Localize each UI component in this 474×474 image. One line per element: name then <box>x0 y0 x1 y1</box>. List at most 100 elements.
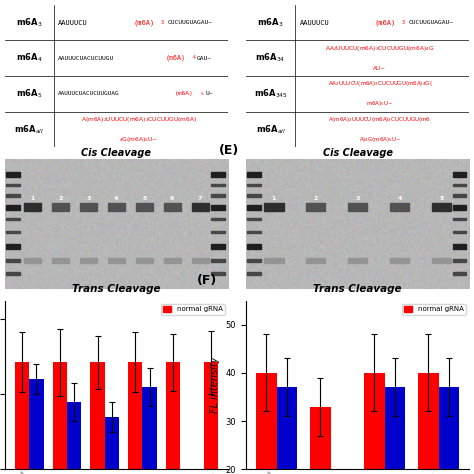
Text: (m6A)$_{345}$: (m6A)$_{345}$ <box>346 309 369 330</box>
Bar <box>6 205 20 210</box>
Text: 2: 2 <box>313 196 318 201</box>
Bar <box>6 259 20 262</box>
Bar <box>192 258 209 263</box>
Text: (m6A)$_4$: (m6A)$_4$ <box>106 309 127 328</box>
Bar <box>164 203 181 211</box>
Bar <box>348 258 367 263</box>
Text: (m6A)$_2$: (m6A)$_2$ <box>50 309 71 328</box>
Text: (m6A): (m6A) <box>133 19 155 26</box>
Text: 3: 3 <box>356 196 360 201</box>
Bar <box>164 258 181 263</box>
Text: Normal
gRNA: Normal gRNA <box>22 309 43 328</box>
Bar <box>247 230 261 233</box>
Bar <box>306 258 326 263</box>
Bar <box>211 173 225 177</box>
Bar <box>136 258 153 263</box>
Text: AAUUUCU: AAUUUCU <box>300 19 329 26</box>
Title: Cis Cleavage: Cis Cleavage <box>323 148 392 158</box>
Bar <box>264 258 283 263</box>
Bar <box>6 218 20 220</box>
Bar <box>24 203 41 211</box>
Bar <box>91 363 105 474</box>
Text: 5: 5 <box>439 196 444 201</box>
Text: (m6A)$_{all}$: (m6A)$_{all}$ <box>389 309 410 329</box>
Bar <box>247 259 261 262</box>
Text: A)$_4$G(m6A)$_5$U~: A)$_4$G(m6A)$_5$U~ <box>359 135 401 144</box>
Bar <box>24 258 41 263</box>
Bar <box>105 417 119 474</box>
Bar <box>247 194 261 197</box>
Bar <box>6 194 20 197</box>
Bar <box>453 194 466 197</box>
Text: $_4$: $_4$ <box>192 54 197 63</box>
Title: Trans Cleavage: Trans Cleavage <box>72 284 161 294</box>
Bar <box>211 230 225 233</box>
Bar <box>128 363 143 474</box>
Bar <box>247 218 261 220</box>
Title: Cis Cleavage: Cis Cleavage <box>82 148 151 158</box>
Text: (m6A): (m6A) <box>174 91 193 96</box>
Text: AAUUUCU: AAUUUCU <box>58 19 88 26</box>
Bar <box>192 203 209 211</box>
Text: m6A$_3$: m6A$_3$ <box>257 16 284 29</box>
Legend: normal gRNA: normal gRNA <box>161 304 225 315</box>
Bar <box>6 173 20 177</box>
Bar <box>166 363 180 474</box>
Text: AU~: AU~ <box>374 66 386 71</box>
Text: 6: 6 <box>170 196 174 201</box>
Text: 1: 1 <box>272 196 276 201</box>
Text: $_3$: $_3$ <box>401 18 406 27</box>
Bar <box>348 203 367 211</box>
Bar <box>211 259 225 262</box>
Bar <box>256 373 277 474</box>
Text: CUCUUGUAGAU~: CUCUUGUAGAU~ <box>409 20 454 25</box>
Bar <box>211 184 225 186</box>
Bar <box>453 230 466 233</box>
Text: CUCUUGUAGAU~: CUCUUGUAGAU~ <box>168 20 213 25</box>
Text: m6A$_{345}$: m6A$_{345}$ <box>254 88 287 100</box>
Bar <box>390 258 409 263</box>
Bar <box>453 218 466 220</box>
Text: (m6A)$_{all}$: (m6A)$_{all}$ <box>161 309 183 329</box>
Bar <box>136 203 153 211</box>
Text: (F): (F) <box>197 274 217 287</box>
Bar <box>29 379 44 474</box>
Text: (m6A)$_{34}$: (m6A)$_{34}$ <box>305 309 327 329</box>
Bar <box>364 373 384 474</box>
Bar <box>306 203 326 211</box>
Bar <box>453 272 466 274</box>
Bar <box>6 272 20 274</box>
Text: 1: 1 <box>30 196 35 201</box>
Text: $_4$G(m6A)$_5$U~: $_4$G(m6A)$_5$U~ <box>119 135 158 144</box>
Bar <box>247 184 261 186</box>
Bar <box>264 203 283 211</box>
Bar <box>203 363 218 474</box>
Text: A(m6A)$_2$UUUCU(m6A)$_3$CUCUUGU(m6: A(m6A)$_2$UUUCU(m6A)$_3$CUCUUGU(m6 <box>328 115 431 124</box>
Bar <box>53 363 67 474</box>
Legend: normal gRNA: normal gRNA <box>402 304 466 315</box>
Bar <box>6 244 20 248</box>
Bar <box>211 218 225 220</box>
Bar <box>384 387 405 474</box>
Text: m6A)$_5$U~: m6A)$_5$U~ <box>366 100 394 109</box>
Text: m6A$_{all}$: m6A$_{all}$ <box>255 123 285 136</box>
Text: 2: 2 <box>58 196 63 201</box>
Text: 5: 5 <box>142 196 146 201</box>
Text: $_3$: $_3$ <box>160 18 165 27</box>
Bar <box>247 205 261 210</box>
Bar <box>453 205 466 210</box>
Text: m6A$_{all}$: m6A$_{all}$ <box>14 123 44 136</box>
Bar <box>143 387 157 474</box>
Bar <box>211 272 225 274</box>
Text: m6A$_{34}$: m6A$_{34}$ <box>255 52 286 64</box>
Y-axis label: FL intensity: FL intensity <box>210 357 220 413</box>
Text: $_5$: $_5$ <box>200 91 205 98</box>
Text: GAU~: GAU~ <box>197 56 212 61</box>
Bar <box>6 184 20 186</box>
Bar <box>247 244 261 248</box>
Text: 4: 4 <box>114 196 118 201</box>
Text: U~: U~ <box>206 91 213 96</box>
Text: m6A$_4$: m6A$_4$ <box>16 52 43 64</box>
Bar <box>453 173 466 177</box>
Bar <box>108 258 125 263</box>
